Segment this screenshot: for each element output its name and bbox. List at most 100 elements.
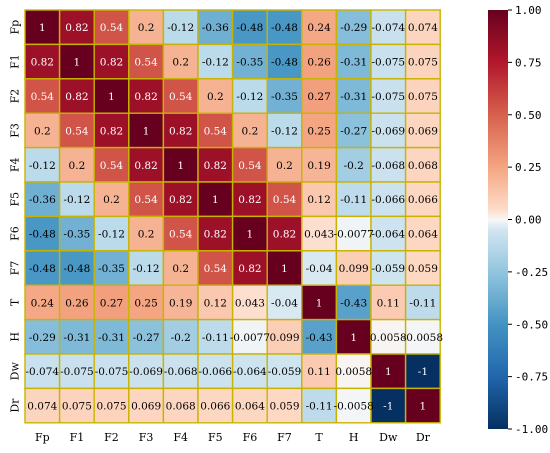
heatmap-cell-label: -0.075 <box>95 366 129 378</box>
heatmap-cell-label: 0.82 <box>238 194 261 206</box>
heatmap-cell <box>58 284 95 321</box>
heatmap-cell-label: -0.074 <box>371 22 405 34</box>
heatmap-cell-label: 0.068 <box>166 401 196 413</box>
heatmap-cell-label: -0.36 <box>29 194 56 206</box>
heatmap-cell <box>301 112 338 149</box>
heatmap-cell <box>93 250 130 286</box>
x-tick-label: T <box>315 431 323 444</box>
heatmap-cell-label: 0.19 <box>169 297 192 309</box>
heatmap-cell <box>266 9 303 46</box>
heatmap-cell-label: -0.35 <box>236 57 263 69</box>
heatmap-cell-label: -0.48 <box>271 57 298 69</box>
heatmap-cell-label: 0.25 <box>307 125 330 137</box>
heatmap-cell-label: -0.48 <box>236 22 263 34</box>
heatmap-cell-label: 0.26 <box>65 297 89 309</box>
heatmap-cell-label: -0.31 <box>98 332 125 344</box>
heatmap-cell-label: 0.099 <box>269 332 299 344</box>
heatmap-cell <box>404 112 441 149</box>
heatmap-cell-label: -0.069 <box>371 125 405 137</box>
heatmap-cell-label: -0.35 <box>63 229 90 241</box>
heatmap-cell-label: 0.075 <box>408 91 438 103</box>
heatmap-cell <box>128 43 165 80</box>
heatmap-cell <box>301 43 338 80</box>
heatmap-cell <box>162 215 199 252</box>
heatmap-cell-label: 0.12 <box>204 297 227 309</box>
heatmap-cell-label: -0.12 <box>202 57 229 69</box>
heatmap-cell-label: 0.2 <box>172 57 189 69</box>
heatmap-cell-label: 0.0058 <box>335 366 372 378</box>
heatmap-cell <box>197 9 234 46</box>
heatmap-cell-label: -0.0058 <box>334 401 374 413</box>
heatmap-cell <box>404 43 441 80</box>
heatmap-cell <box>197 387 234 424</box>
heatmap-cell-label: -0.064 <box>371 229 405 241</box>
heatmap-cell <box>93 215 130 252</box>
heatmap-cell-label: 0.2 <box>103 194 120 206</box>
y-tick-label: F1 <box>9 54 22 69</box>
x-tick-label: Fp <box>35 431 50 444</box>
heatmap-cell-label: 1 <box>316 297 323 309</box>
heatmap-cell-label: -0.27 <box>133 332 160 344</box>
heatmap-cell <box>335 9 372 46</box>
heatmap-cell-label: 0.074 <box>27 401 57 413</box>
heatmap-cell <box>404 9 441 46</box>
heatmap-cell-label: -0.35 <box>271 91 298 103</box>
heatmap-cell <box>24 181 61 218</box>
x-tick-label: F1 <box>70 431 85 444</box>
heatmap-cell <box>24 284 61 321</box>
heatmap-cell <box>404 215 441 252</box>
heatmap-cell-label: 0.2 <box>172 263 189 275</box>
heatmap-cell <box>404 78 441 114</box>
heatmap-cell <box>197 215 234 252</box>
heatmap-cell <box>58 353 95 390</box>
heatmap-cell-label: -0.48 <box>29 263 56 275</box>
heatmap-cell-label: 0.2 <box>34 125 51 137</box>
heatmap-cell-labels: 1 0.82 0.54 0.2 -0.12 -0.36 -0.48 -0.48 0.24 -0.2… <box>25 22 443 412</box>
heatmap-cell-label: 0.2 <box>242 125 259 137</box>
heatmap-cell-label: -0.27 <box>340 125 367 137</box>
x-tick-label: F6 <box>243 431 258 444</box>
heatmap-cell <box>335 215 372 252</box>
heatmap-cell-label: -0.12 <box>167 22 194 34</box>
heatmap-cell-label: -0.068 <box>371 160 405 172</box>
heatmap-cell <box>231 284 268 321</box>
y-tick-label: F6 <box>9 226 22 241</box>
heatmap-cell-label: 0.54 <box>204 125 228 137</box>
heatmap-cell-label: 1 <box>247 229 254 241</box>
heatmap-cell <box>197 284 234 321</box>
heatmap-cell-label: -0.064 <box>233 366 267 378</box>
x-tick-label: F5 <box>208 431 223 444</box>
heatmap-cell <box>335 387 372 424</box>
heatmap-cell <box>128 250 165 286</box>
heatmap-cell-label: 0.074 <box>408 22 438 34</box>
heatmap-cell-label: 0.2 <box>69 160 86 172</box>
heatmap-cell-label: 0.27 <box>307 91 330 103</box>
heatmap-cell-label: 0.82 <box>169 125 192 137</box>
heatmap-cell-label: 0.075 <box>96 401 126 413</box>
heatmap-cell <box>24 250 61 286</box>
heatmap-cell <box>58 43 95 80</box>
heatmap-cell-label: 0.82 <box>100 125 123 137</box>
heatmap-cell-label: -0.29 <box>29 332 56 344</box>
heatmap-cell-label: 0.27 <box>100 297 123 309</box>
heatmap-cell <box>162 387 199 424</box>
heatmap-cell-label: 1 <box>74 57 81 69</box>
heatmap-cell-label: -0.12 <box>98 229 125 241</box>
heatmap-cell <box>58 387 95 424</box>
heatmap-cell-label: 0.82 <box>238 263 261 275</box>
heatmap-cell-label: 1 <box>350 332 357 344</box>
heatmap-cell <box>128 181 165 218</box>
heatmap-cell-label: 0.54 <box>169 229 193 241</box>
heatmap-cell-label: -1 <box>383 401 393 413</box>
heatmap-cell-label: -0.31 <box>340 91 367 103</box>
colorbar-tick-label: 0.75 <box>515 56 542 69</box>
heatmap-cell-label: 0.2 <box>138 22 155 34</box>
heatmap-cell <box>301 181 338 218</box>
heatmap-cell-label: -0.04 <box>271 297 298 309</box>
colorbar-tick-label: -0.25 <box>515 266 548 279</box>
heatmap-cell-label: 0.82 <box>100 57 123 69</box>
heatmap-cell-label: -0.075 <box>371 91 405 103</box>
heatmap-cell-label: -1 <box>418 366 428 378</box>
heatmap-cell <box>404 284 441 321</box>
colorbar: 1.00 0.75 0.50 0.25 0.00 -0.25 -0.50 -0.75 -1.00 <box>488 4 548 436</box>
